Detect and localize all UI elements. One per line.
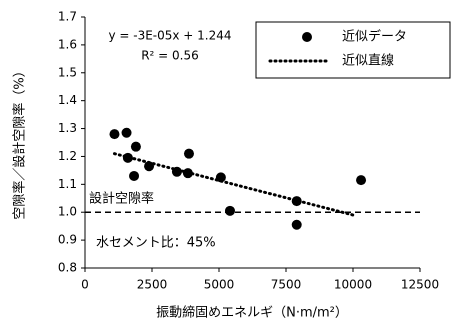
legend-label: 近似データ (342, 29, 407, 45)
y-tick-label: 1.0 (58, 205, 77, 219)
y-tick-label: 1.2 (58, 149, 77, 163)
legend-marker (302, 32, 312, 42)
trend-line (112, 152, 355, 217)
note: 水セメント比：45% (96, 236, 216, 251)
y-tick-label: 1.3 (58, 121, 77, 135)
legend-label: 近似直線 (342, 53, 394, 69)
y-tick-label: 1.1 (58, 177, 77, 191)
point (144, 161, 155, 172)
x-tick-label: 7500 (271, 278, 302, 292)
r-squared: R² = 0.56 (141, 49, 199, 63)
legend-box (255, 21, 451, 79)
y-tick-label: 1.7 (58, 10, 77, 24)
x-tick-label: 10000 (334, 278, 372, 292)
y-tick-label: 0.8 (58, 261, 77, 275)
x-axis-label: 振動締固めエネルギ（N·m/m²） (156, 305, 348, 321)
x-tick-label: 2500 (137, 278, 168, 292)
point (183, 148, 194, 159)
point (109, 129, 120, 140)
reference-label: 設計空隙率 (89, 191, 154, 207)
y-tick-label: 1.5 (58, 65, 77, 79)
point (291, 219, 302, 230)
point (121, 127, 132, 138)
equation: y = -3E-05x + 1.244 (108, 29, 231, 43)
x-tick-label: 0 (81, 278, 89, 292)
point (129, 170, 140, 181)
y-tick-label: 0.9 (58, 233, 77, 247)
point (130, 141, 141, 152)
point (356, 175, 367, 186)
y-axis-label: 空隙率／設計空隙率（%） (12, 64, 28, 219)
point (224, 205, 235, 216)
y-tick-label: 1.6 (58, 37, 77, 51)
y-tick-label: 1.4 (58, 93, 77, 107)
x-tick-label: 12500 (401, 278, 439, 292)
x-tick-label: 5000 (204, 278, 235, 292)
